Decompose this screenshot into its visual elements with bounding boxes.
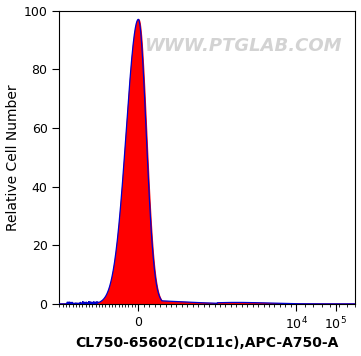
Y-axis label: Relative Cell Number: Relative Cell Number xyxy=(5,84,19,231)
Text: WWW.PTGLAB.COM: WWW.PTGLAB.COM xyxy=(144,37,342,55)
X-axis label: CL750-65602(CD11c),APC-A750-A: CL750-65602(CD11c),APC-A750-A xyxy=(76,336,339,350)
